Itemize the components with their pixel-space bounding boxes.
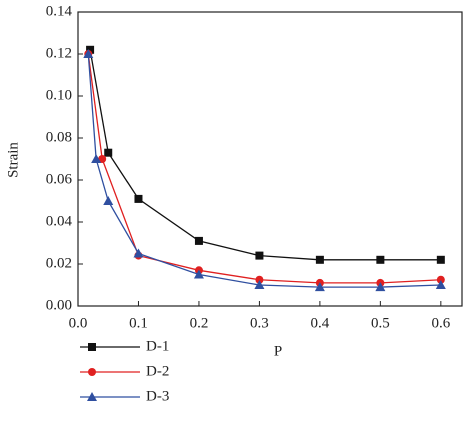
y-tick-label: 0.10 xyxy=(46,87,72,103)
marker xyxy=(134,194,143,203)
legend-marker xyxy=(88,343,96,351)
legend-marker xyxy=(87,392,97,401)
series-line xyxy=(87,53,441,284)
x-tick-label: 0.2 xyxy=(190,315,209,331)
legend-marker xyxy=(88,368,96,376)
y-axis-label: Strain xyxy=(5,142,21,178)
marker xyxy=(103,196,114,205)
marker xyxy=(98,155,107,163)
marker xyxy=(436,275,445,284)
marker xyxy=(104,148,113,157)
marker xyxy=(376,255,385,264)
y-tick-label: 0.14 xyxy=(46,3,73,19)
marker xyxy=(91,154,102,163)
marker xyxy=(194,236,203,245)
x-tick-label: 0.0 xyxy=(69,315,88,331)
legend-label: D-2 xyxy=(146,363,169,379)
legend-label: D-3 xyxy=(146,388,169,404)
x-tick-label: 0.6 xyxy=(431,315,450,331)
marker xyxy=(314,282,325,292)
y-tick-label: 0.02 xyxy=(46,255,72,271)
marker xyxy=(435,280,446,289)
x-axis-label: P xyxy=(274,343,282,359)
plot-frame xyxy=(77,11,463,307)
marker xyxy=(255,251,264,260)
y-tick-label: 0.08 xyxy=(46,129,72,145)
x-tick-label: 0.1 xyxy=(129,315,148,331)
marker xyxy=(254,280,265,289)
x-tick-label: 0.5 xyxy=(371,315,390,331)
legend-label: D-1 xyxy=(146,338,169,354)
y-tick-label: 0.06 xyxy=(46,171,73,187)
y-tick-label: 0.04 xyxy=(46,213,73,229)
marker xyxy=(315,255,324,264)
y-tick-label: 0.00 xyxy=(46,297,72,313)
marker xyxy=(255,275,264,284)
series-line xyxy=(87,53,441,288)
x-tick-label: 0.4 xyxy=(311,315,330,331)
marker xyxy=(86,45,95,54)
series-line xyxy=(89,49,441,261)
marker xyxy=(375,282,386,292)
marker xyxy=(193,269,204,279)
y-tick-label: 0.12 xyxy=(46,45,72,61)
x-tick-label: 0.3 xyxy=(250,315,269,331)
marker xyxy=(436,255,445,264)
marker xyxy=(83,49,94,58)
marker xyxy=(133,248,144,258)
